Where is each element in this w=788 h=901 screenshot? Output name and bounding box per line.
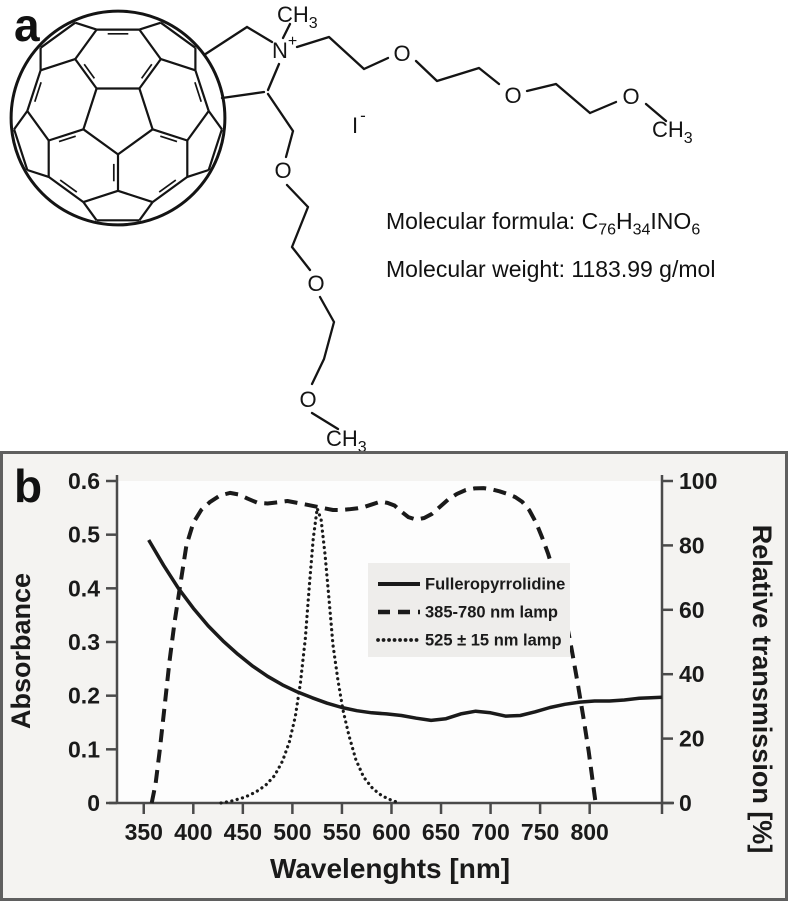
chain-terminal-methyl-label: CH3 — [652, 117, 693, 147]
panel-b-chart: 0 0.1 0.2 0.3 0.4 0.5 0.6 0 20 40 60 80 100 350 400 450… — [0, 451, 788, 901]
panel-a-structure: a CH3 N+ I- O O O O O O CH3 CH3 Molecula… — [9, 0, 716, 452]
y-tick-left: 0.3 — [68, 629, 100, 655]
y-tick-right: 100 — [679, 468, 717, 494]
fullerene-cage — [9, 9, 227, 227]
legend-label: 525 ± 15 nm lamp — [425, 632, 562, 650]
oxygen-label: O — [622, 84, 639, 109]
x-tick: 350 — [125, 819, 163, 845]
spectra-chart: 0 0.1 0.2 0.3 0.4 0.5 0.6 0 20 40 60 80 100 350 400 450… — [0, 451, 788, 901]
molecular-weight-line: Molecular weight: 1183.99 g/mol — [386, 255, 716, 282]
molecular-formula-line: Molecular formula: C76H34INO6 — [386, 208, 701, 239]
y-tick-right: 80 — [679, 532, 705, 558]
iodide-label: I- — [352, 106, 366, 138]
y-axis-title-left: Absorbance — [6, 573, 36, 729]
x-tick: 400 — [174, 819, 212, 845]
panel-b-label: b — [14, 460, 43, 512]
bond-skeleton — [202, 22, 668, 431]
oxygen-label: O — [504, 83, 521, 108]
nitrogen-label: N+ — [272, 33, 297, 63]
x-tick: 500 — [273, 819, 311, 845]
y-tick-right: 60 — [679, 597, 705, 623]
y-tick-left: 0.2 — [68, 683, 100, 709]
x-tick: 750 — [521, 819, 559, 845]
x-tick: 600 — [372, 819, 410, 845]
y-tick-left: 0.1 — [68, 736, 100, 762]
chain-terminal-methyl-label: CH3 — [326, 426, 367, 452]
x-tick: 700 — [471, 819, 509, 845]
x-tick: 650 — [422, 819, 460, 845]
oxygen-label: O — [299, 387, 316, 412]
y-tick-left: 0 — [87, 790, 100, 816]
series-dashed — [149, 486, 598, 804]
y-tick-left: 0.5 — [68, 522, 100, 548]
x-tick: 450 — [224, 819, 262, 845]
fullerene-outline — [9, 9, 227, 227]
series-dotted — [219, 506, 401, 805]
legend-label: 385-780 nm lamp — [425, 604, 558, 622]
x-axis-title: Wavelenghts [nm] — [270, 853, 510, 884]
panel-a-label: a — [14, 0, 40, 51]
molecule-drawing: CH3 N+ I- O O O O O O CH3 CH3 — [9, 2, 693, 452]
x-tick: 550 — [323, 819, 361, 845]
y-axis-title-right: Relative transmission [%] — [747, 525, 777, 854]
y-tick-left: 0.6 — [68, 468, 100, 494]
y-tick-right: 0 — [679, 790, 692, 816]
oxygen-label: O — [307, 271, 324, 296]
molecular-info: Molecular formula: C76H34INO6 Molecular … — [386, 202, 715, 288]
y-tick-left: 0.4 — [68, 575, 100, 601]
series-solid — [147, 539, 663, 723]
y-tick-right: 20 — [679, 726, 705, 752]
legend-label: Fulleropyrrolidine — [425, 576, 565, 594]
y-tick-right: 40 — [679, 661, 705, 687]
oxygen-label: O — [393, 41, 410, 66]
x-tick: 800 — [570, 819, 608, 845]
oxygen-label: O — [274, 158, 291, 183]
n-methyl-label: CH3 — [277, 2, 318, 32]
